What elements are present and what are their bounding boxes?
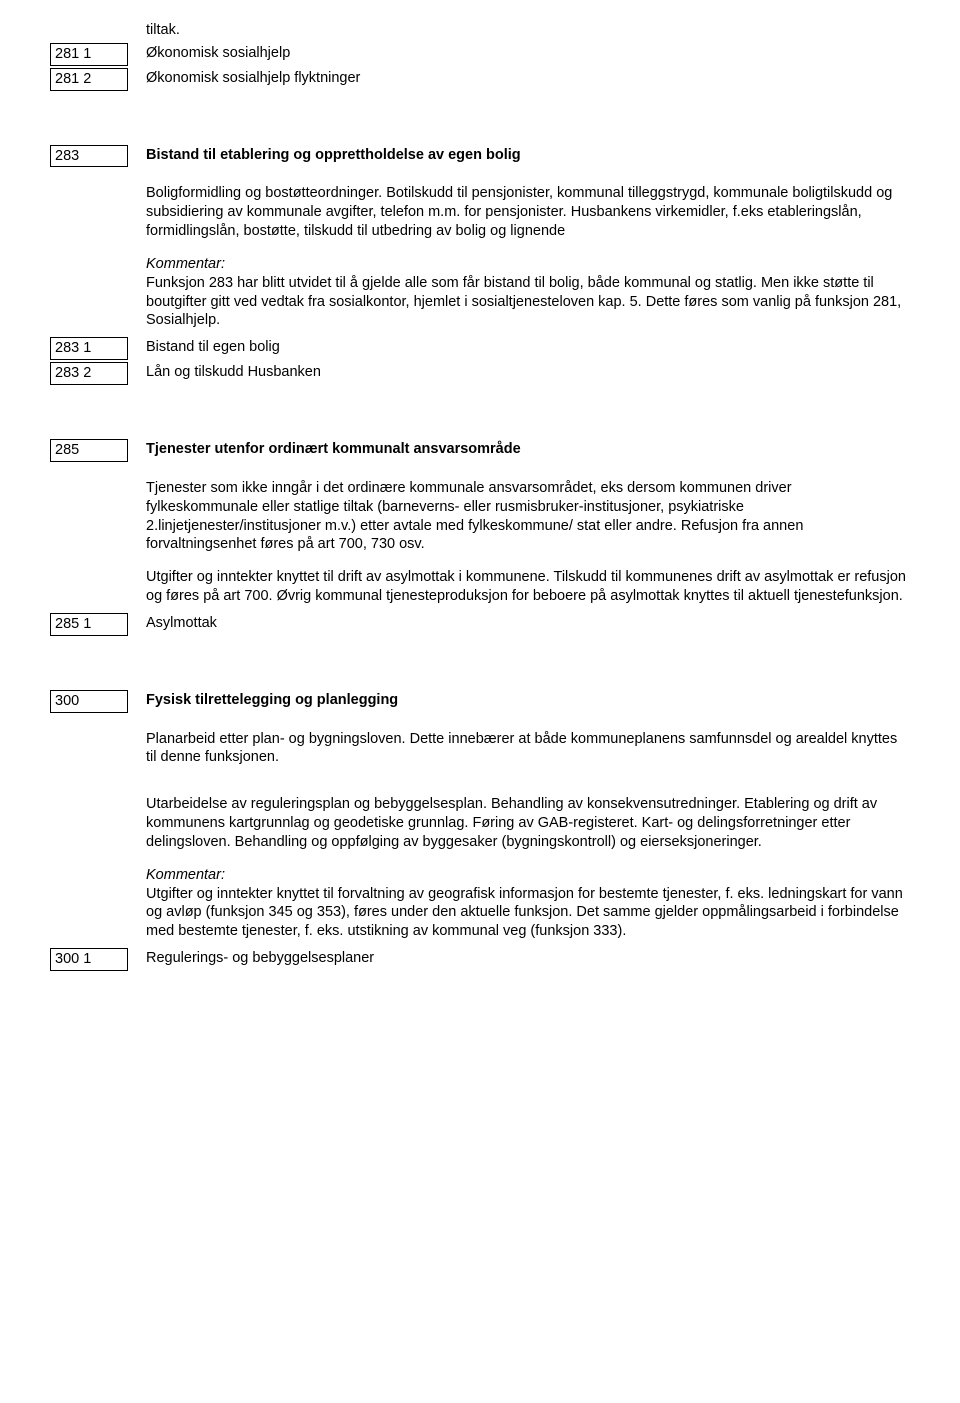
kommentar-label-283: Kommentar: <box>146 255 906 274</box>
row-281-1: 281 1 Økonomisk sosialhjelp <box>50 43 910 66</box>
label-281-1: Økonomisk sosialhjelp <box>128 43 910 64</box>
kommentar-283: Funksjon 283 har blitt utvidet til å gje… <box>146 274 906 331</box>
para-300-2: Utarbeidelse av reguleringsplan og bebyg… <box>146 795 906 852</box>
row-285-1: 285 1 Asylmottak <box>50 613 910 636</box>
kommentar-300: Utgifter og inntekter knyttet til forval… <box>146 885 906 942</box>
code-283-2: 283 2 <box>50 362 128 385</box>
row-283-1: 283 1 Bistand til egen bolig <box>50 337 910 360</box>
code-281-2: 281 2 <box>50 68 128 91</box>
text-tiltak: tiltak. <box>128 20 910 41</box>
label-281-2: Økonomisk sosialhjelp flyktninger <box>128 68 910 89</box>
label-283-1: Bistand til egen bolig <box>128 337 910 358</box>
code-285: 285 <box>50 439 128 462</box>
line-tiltak: tiltak. <box>50 20 910 41</box>
heading-283: Bistand til etablering og opprettholdels… <box>128 145 910 166</box>
code-285-1: 285 1 <box>50 613 128 636</box>
para-300-1: Planarbeid etter plan- og bygningsloven.… <box>146 730 906 768</box>
para-283-1: Boligformidling og bostøtteordninger. Bo… <box>146 184 906 241</box>
code-281-1: 281 1 <box>50 43 128 66</box>
row-283-heading: 283 Bistand til etablering og oppretthol… <box>50 145 910 168</box>
label-300-1: Regulerings- og bebyggelsesplaner <box>128 948 910 969</box>
para-285-1: Tjenester som ikke inngår i det ordinære… <box>146 479 906 554</box>
body-300: Planarbeid etter plan- og bygningsloven.… <box>128 729 910 943</box>
row-300-heading: 300 Fysisk tilrettelegging og planleggin… <box>50 690 910 713</box>
label-285-1: Asylmottak <box>128 613 910 634</box>
body-285: Tjenester som ikke inngår i det ordinære… <box>128 478 910 607</box>
body-283: Boligformidling og bostøtteordninger. Bo… <box>128 183 910 331</box>
code-300: 300 <box>50 690 128 713</box>
para-285-2: Utgifter og inntekter knyttet til drift … <box>146 568 906 606</box>
code-300-1: 300 1 <box>50 948 128 971</box>
empty-code-cell <box>50 20 128 40</box>
row-300-1: 300 1 Regulerings- og bebyggelsesplaner <box>50 948 910 971</box>
heading-300: Fysisk tilrettelegging og planlegging <box>128 690 910 711</box>
label-283-2: Lån og tilskudd Husbanken <box>128 362 910 383</box>
kommentar-label-300: Kommentar: <box>146 866 906 885</box>
heading-285: Tjenester utenfor ordinært kommunalt ans… <box>128 439 910 460</box>
code-283-1: 283 1 <box>50 337 128 360</box>
code-283: 283 <box>50 145 128 168</box>
row-285-heading: 285 Tjenester utenfor ordinært kommunalt… <box>50 439 910 462</box>
row-281-2: 281 2 Økonomisk sosialhjelp flyktninger <box>50 68 910 91</box>
row-283-2: 283 2 Lån og tilskudd Husbanken <box>50 362 910 385</box>
